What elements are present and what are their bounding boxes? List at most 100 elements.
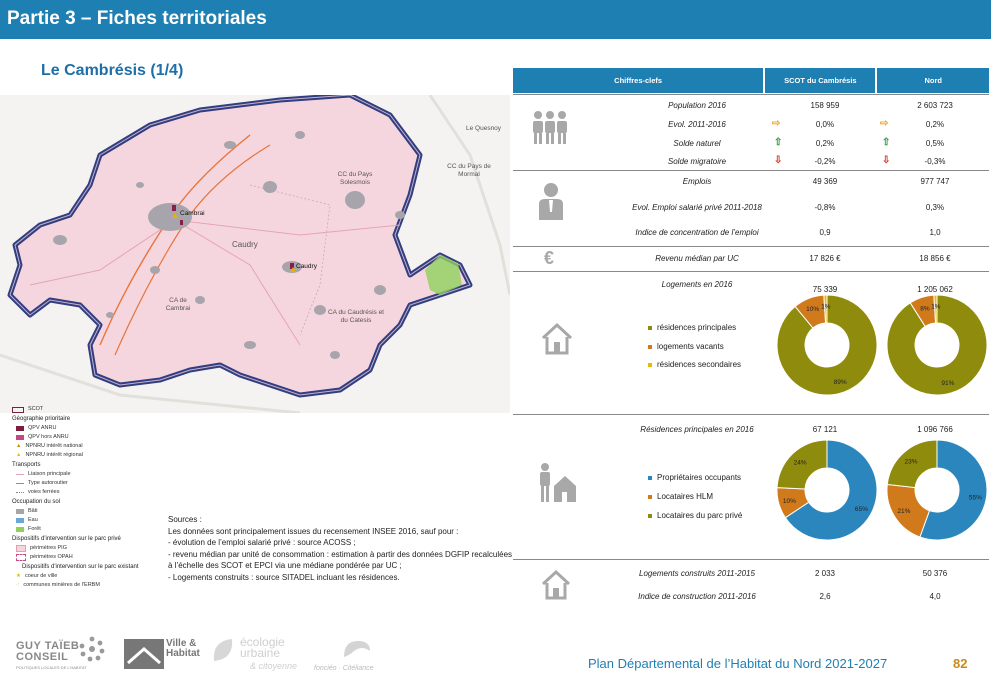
row-label: Evol. Emploi salarié privé 2011-2018 — [632, 203, 762, 212]
donut-slice — [886, 294, 988, 396]
row-label: Résidences principales en 2016 — [640, 425, 754, 434]
logo-dots-icon — [79, 636, 105, 662]
sources-line: - évolution de l’emploi salarié privé : … — [168, 538, 356, 547]
row-value-nord: 2 603 723 — [917, 101, 953, 110]
legend-dot — [648, 494, 652, 499]
euro-icon: € — [544, 248, 555, 268]
donut-slice-label: 91% — [941, 380, 954, 387]
legend-scot: SCOT — [12, 405, 172, 414]
donut-slice-label: 8% — [920, 305, 930, 312]
legend-dot — [648, 362, 652, 367]
donut-slice — [919, 439, 988, 541]
donut-slice-label: 23% — [904, 458, 917, 465]
donut-legend-item: Propriétaires occupants — [648, 473, 741, 482]
row-value-scot: -0,8% — [814, 203, 836, 212]
row-value-scot: -0,2% — [814, 157, 836, 166]
legend-pig: périmètres PIG — [12, 544, 172, 553]
donut-slice-label: 10% — [806, 306, 819, 313]
row-value-scot: 2,6 — [819, 592, 831, 601]
arrow-up-icon: ⇧ — [774, 137, 783, 148]
logo-swirl-icon — [344, 641, 370, 657]
row-value-nord: 50 376 — [922, 569, 948, 578]
row-value-nord: 0,5% — [925, 139, 945, 148]
row-value-scot: 2 033 — [814, 569, 836, 578]
donut-chart-logements-nord: 91% 8% 1% — [886, 294, 988, 396]
legend-autoroute: Type autoroutier — [12, 479, 172, 488]
footer-plan-title: Plan Départemental de l’Habitat du Nord … — [588, 656, 888, 671]
legend-dot — [648, 475, 652, 480]
row-value-scot: 67 121 — [812, 425, 838, 434]
row-value-nord: 1 205 062 — [917, 285, 953, 294]
row-value-nord: 0,3% — [925, 203, 945, 212]
arrow-flat-icon: ⇨ — [772, 118, 781, 129]
map-label-mormal: CC du Pays de Mormal — [447, 163, 491, 178]
row-value-scot: 0,0% — [815, 120, 835, 129]
map-label-solesmois: CC du Pays Solesmois — [337, 171, 373, 186]
donut-slice-label: 10% — [783, 498, 796, 505]
section-divider — [513, 170, 989, 171]
map-label-ca-caudresis: CA du Caudrésis et du Catesis — [327, 309, 384, 324]
arrow-up-icon: ⇧ — [882, 137, 891, 148]
legend-disp2-head: Dispositifs d'intervention sur le parc e… — [22, 564, 139, 570]
scot-area — [7, 95, 473, 398]
donut-legend-item: Locataires du parc privé — [648, 511, 742, 520]
row-label: Indice de construction 2011-2016 — [638, 592, 756, 601]
territory-map: Le Quesnoy CC du Pays Solesmois CC du Pa… — [0, 95, 510, 413]
footer: GUY TAÏEB CONSEIL POLITIQUES LOCALES DE … — [0, 625, 991, 684]
legend-soil-head: Occupation du sol — [12, 499, 61, 505]
logo-ecologie-urbaine: écologie urbaine & citoyenne — [210, 635, 310, 673]
donut-legend-item: logements vacants — [648, 342, 724, 351]
row-label: Logements en 2016 — [661, 280, 733, 289]
section-divider — [513, 246, 989, 247]
house-icon — [541, 322, 573, 355]
row-value-nord: 0,2% — [925, 120, 945, 129]
logo-roof-icon — [124, 639, 164, 669]
legend-eau: Eau — [12, 516, 172, 525]
row-label: Logements construits 2011-2015 — [639, 569, 755, 578]
row-value-scot: 0,2% — [815, 139, 835, 148]
map-label-caudry-area: Caudry — [232, 240, 258, 249]
house-construction-icon — [541, 569, 571, 600]
map-label-le-quesnoy: Le Quesnoy — [466, 125, 502, 132]
row-value-scot: 17 826 € — [809, 254, 841, 263]
header-bar: Partie 3 – Fiches territoriales — [0, 0, 991, 39]
family-house-icon — [540, 463, 576, 502]
section-subtitle: Le Cambrésis (1/4) — [41, 62, 184, 79]
row-value-nord: 4,0 — [929, 592, 941, 601]
donut-chart-rp-nord: 55% 21% 23% — [886, 439, 988, 541]
sources-block: Sources : Les données sont principalemen… — [168, 514, 513, 583]
donut-chart-logements-scot: 89% 10% 1% — [776, 294, 878, 396]
row-value-scot: 158 959 — [810, 101, 840, 110]
map-label-ca-cambrai: CA de Cambrai — [165, 297, 191, 312]
legend-coeur-ville: ★ coeur de ville — [16, 573, 58, 579]
col-header-scot: SCOT du Cambrésis — [763, 68, 877, 93]
legend-dot — [648, 344, 652, 349]
legend-bati: Bâti — [12, 507, 172, 516]
map-label-caudry: Caudry — [296, 263, 317, 270]
row-value-scot: 75 339 — [812, 285, 838, 294]
logo-fonciero: fonciéo · Citéliance — [314, 637, 404, 675]
donut-slice — [933, 294, 938, 324]
donut-slice — [823, 294, 828, 324]
section-divider — [513, 94, 989, 95]
row-label: Population 2016 — [668, 101, 726, 110]
employee-icon — [539, 183, 563, 220]
legend-dot — [648, 513, 652, 518]
donut-slice-label: 65% — [855, 506, 868, 513]
donut-slice — [776, 439, 828, 490]
row-value-nord: -0,3% — [924, 157, 946, 166]
row-label: Emplois — [682, 177, 712, 186]
row-label: Indice de concentration de l’emploi — [635, 228, 759, 237]
col-header-nord: Nord — [875, 68, 989, 93]
row-label: Evol. 2011-2016 — [668, 120, 726, 129]
arrow-down-icon: ⇩ — [882, 155, 891, 166]
row-value-scot: 49 369 — [812, 177, 838, 186]
row-label: Solde migratoire — [667, 157, 727, 166]
row-label: Solde naturel — [673, 139, 721, 148]
legend-erbm: ·: communes minières de l'ERBM — [16, 582, 100, 588]
donut-slice-label: 55% — [969, 494, 982, 501]
donut-slice — [776, 294, 878, 396]
page-number: 82 — [953, 656, 968, 671]
sources-line: - revenu médian par unité de consommatio… — [168, 549, 513, 571]
population-icon — [533, 111, 567, 144]
